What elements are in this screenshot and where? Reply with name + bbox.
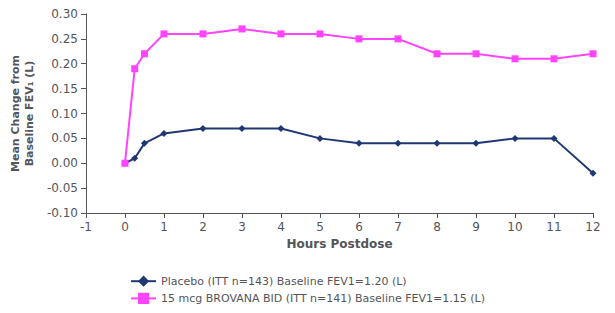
svg-text:2: 2 <box>199 220 207 234</box>
svg-text:11: 11 <box>546 220 561 234</box>
svg-text:1: 1 <box>160 220 168 234</box>
svg-text:10: 10 <box>507 220 522 234</box>
svg-text:Baseline FEV₁ (L): Baseline FEV₁ (L) <box>23 61 36 167</box>
svg-text:0.10: 0.10 <box>51 107 78 121</box>
svg-text:7: 7 <box>394 220 402 234</box>
svg-text:0.30: 0.30 <box>51 7 78 21</box>
svg-text:-0.05: -0.05 <box>47 181 78 195</box>
svg-text:0.15: 0.15 <box>51 82 78 96</box>
svg-text:0.00: 0.00 <box>51 156 78 170</box>
svg-text:Hours Postdose: Hours Postdose <box>286 237 392 251</box>
svg-text:8: 8 <box>433 220 441 234</box>
svg-text:9: 9 <box>472 220 480 234</box>
svg-text:3: 3 <box>238 220 246 234</box>
svg-text:0.05: 0.05 <box>51 131 78 145</box>
svg-text:6: 6 <box>355 220 363 234</box>
svg-text:Mean Change from: Mean Change from <box>9 55 22 172</box>
svg-text:15 mcg BROVANA BID (ITT n=141): 15 mcg BROVANA BID (ITT n=141) Baseline … <box>161 292 485 305</box>
svg-text:0.20: 0.20 <box>51 57 78 71</box>
svg-text:12: 12 <box>585 220 600 234</box>
svg-text:4: 4 <box>277 220 285 234</box>
svg-text:5: 5 <box>316 220 324 234</box>
svg-text:-1: -1 <box>80 220 92 234</box>
svg-text:-0.10: -0.10 <box>47 206 78 220</box>
svg-text:Placebo (ITT n=143) Baseline F: Placebo (ITT n=143) Baseline FEV1=1.20 (… <box>161 275 407 288</box>
svg-text:0.25: 0.25 <box>51 32 78 46</box>
svg-text:0: 0 <box>121 220 129 234</box>
